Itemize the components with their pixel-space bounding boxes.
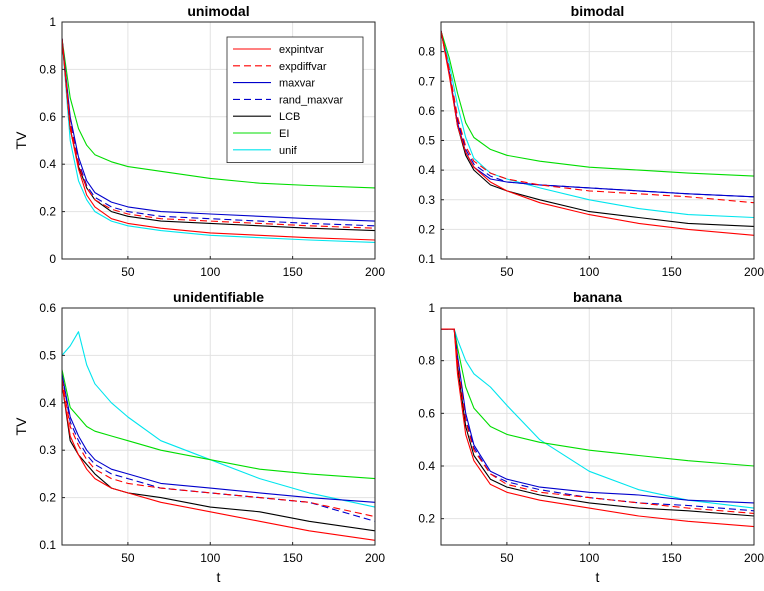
x-tick-label: 200	[744, 551, 764, 565]
series-unif	[62, 331, 375, 508]
x-tick-label: 200	[365, 551, 385, 565]
legend-label-expdiffvar: expdiffvar	[279, 61, 327, 73]
series-expintvar	[441, 30, 754, 236]
series-expdiffvar	[62, 379, 375, 518]
series-EI	[62, 369, 375, 480]
panel-title: banana	[573, 289, 622, 305]
panel-1: 50 100 150 200 0 0.2 0.4 0.6 0.8 1 unimodal TV expin…	[13, 3, 385, 279]
y-tick-label: 0.4	[39, 396, 56, 410]
series-expintvar	[441, 328, 754, 528]
series-EI	[441, 328, 754, 467]
y-tick-label: 0.2	[39, 205, 56, 219]
y-tick-label: 0.1	[39, 538, 56, 552]
y-tick-label: 0.8	[418, 45, 435, 59]
x-tick-label: 100	[579, 265, 599, 279]
x-axis-label: t	[596, 569, 600, 585]
y-tick-label: 0.6	[418, 406, 435, 420]
series-group	[441, 328, 754, 528]
y-tick-label: 0.2	[39, 491, 56, 505]
series-unif	[441, 328, 754, 509]
series-expintvar	[62, 38, 375, 241]
x-tick-label: 100	[200, 265, 220, 279]
x-tick-label: 50	[121, 551, 135, 565]
x-tick-label: 50	[500, 551, 514, 565]
series-unif	[62, 38, 375, 243]
y-tick-label: 0.7	[418, 74, 435, 88]
legend: expintvar expdiffvar maxvar rand_maxvar LCB E…	[226, 36, 364, 163]
y-tick-label: 0.6	[39, 110, 56, 124]
plot-area	[441, 308, 754, 545]
axes-box	[440, 307, 755, 546]
y-tick-label: 0.3	[39, 443, 56, 457]
x-axis-label: t	[217, 569, 221, 585]
y-tick-label: 0.3	[418, 193, 435, 207]
series-expdiffvar	[62, 38, 375, 229]
series-group	[62, 331, 375, 541]
axes-box	[61, 21, 376, 260]
x-tick-label: 150	[283, 265, 303, 279]
legend-label-expintvar: expintvar	[279, 44, 324, 56]
series-maxvar	[62, 38, 375, 222]
y-tick-label: 0.4	[418, 459, 435, 473]
y-tick-label: 0.6	[39, 301, 56, 315]
series-expintvar	[62, 383, 375, 541]
x-tick-label: 50	[121, 265, 135, 279]
panel-title: unidentifiable	[173, 289, 264, 305]
y-tick-label: 0	[49, 252, 56, 266]
legend-label-unif: unif	[279, 145, 298, 157]
x-tick-label: 100	[579, 551, 599, 565]
series-expdiffvar	[441, 328, 754, 514]
panel-4: 50 100 150 200 0.2 0.4 0.6 0.8 1 banana t	[418, 289, 764, 585]
series-expdiffvar	[441, 30, 754, 204]
legend-label-rand-maxvar: rand_maxvar	[279, 94, 344, 106]
x-tick-label: 50	[500, 265, 514, 279]
panel-title: bimodal	[571, 3, 625, 19]
y-tick-label: 1	[428, 301, 435, 315]
y-axis-label: TV	[13, 417, 29, 436]
axes-box	[61, 307, 376, 546]
series-EI	[62, 38, 375, 189]
y-tick-label: 1	[49, 15, 56, 29]
y-tick-label: 0.5	[39, 348, 56, 362]
y-tick-label: 0.4	[39, 157, 56, 171]
panel-3: 50 100 150 200 0.1 0.2 0.3 0.4 0.5 0.6 unidentifia…	[13, 289, 385, 585]
x-tick-label: 200	[744, 265, 764, 279]
legend-label-EI: EI	[279, 128, 289, 140]
legend-label-maxvar: maxvar	[279, 78, 315, 90]
legend-label-LCB: LCB	[279, 111, 300, 123]
y-tick-label: 0.5	[418, 134, 435, 148]
y-tick-label: 0.8	[418, 354, 435, 368]
panel-title: unimodal	[187, 3, 249, 19]
y-axis-label: TV	[13, 131, 29, 150]
series-group	[441, 30, 754, 236]
x-tick-label: 150	[283, 551, 303, 565]
panel-2: 50 100 150 200 0.1 0.2 0.3 0.4 0.5 0.6 0.7 0.8 bimod…	[418, 3, 764, 279]
y-tick-label: 0.2	[418, 222, 435, 236]
series-group	[62, 38, 375, 243]
series-rand-maxvar	[62, 374, 375, 522]
x-tick-label: 100	[200, 551, 220, 565]
series-unif	[441, 30, 754, 219]
x-tick-label: 150	[662, 265, 682, 279]
series-maxvar	[62, 374, 375, 503]
plot-area	[62, 308, 375, 545]
x-tick-label: 200	[365, 265, 385, 279]
x-tick-label: 150	[662, 551, 682, 565]
y-tick-label: 0.8	[39, 62, 56, 76]
y-tick-label: 0.6	[418, 104, 435, 118]
y-tick-label: 0.4	[418, 163, 435, 177]
series-EI	[441, 30, 754, 177]
y-tick-label: 0.1	[418, 252, 435, 266]
series-rand-maxvar	[62, 38, 375, 227]
y-tick-label: 0.2	[418, 512, 435, 526]
